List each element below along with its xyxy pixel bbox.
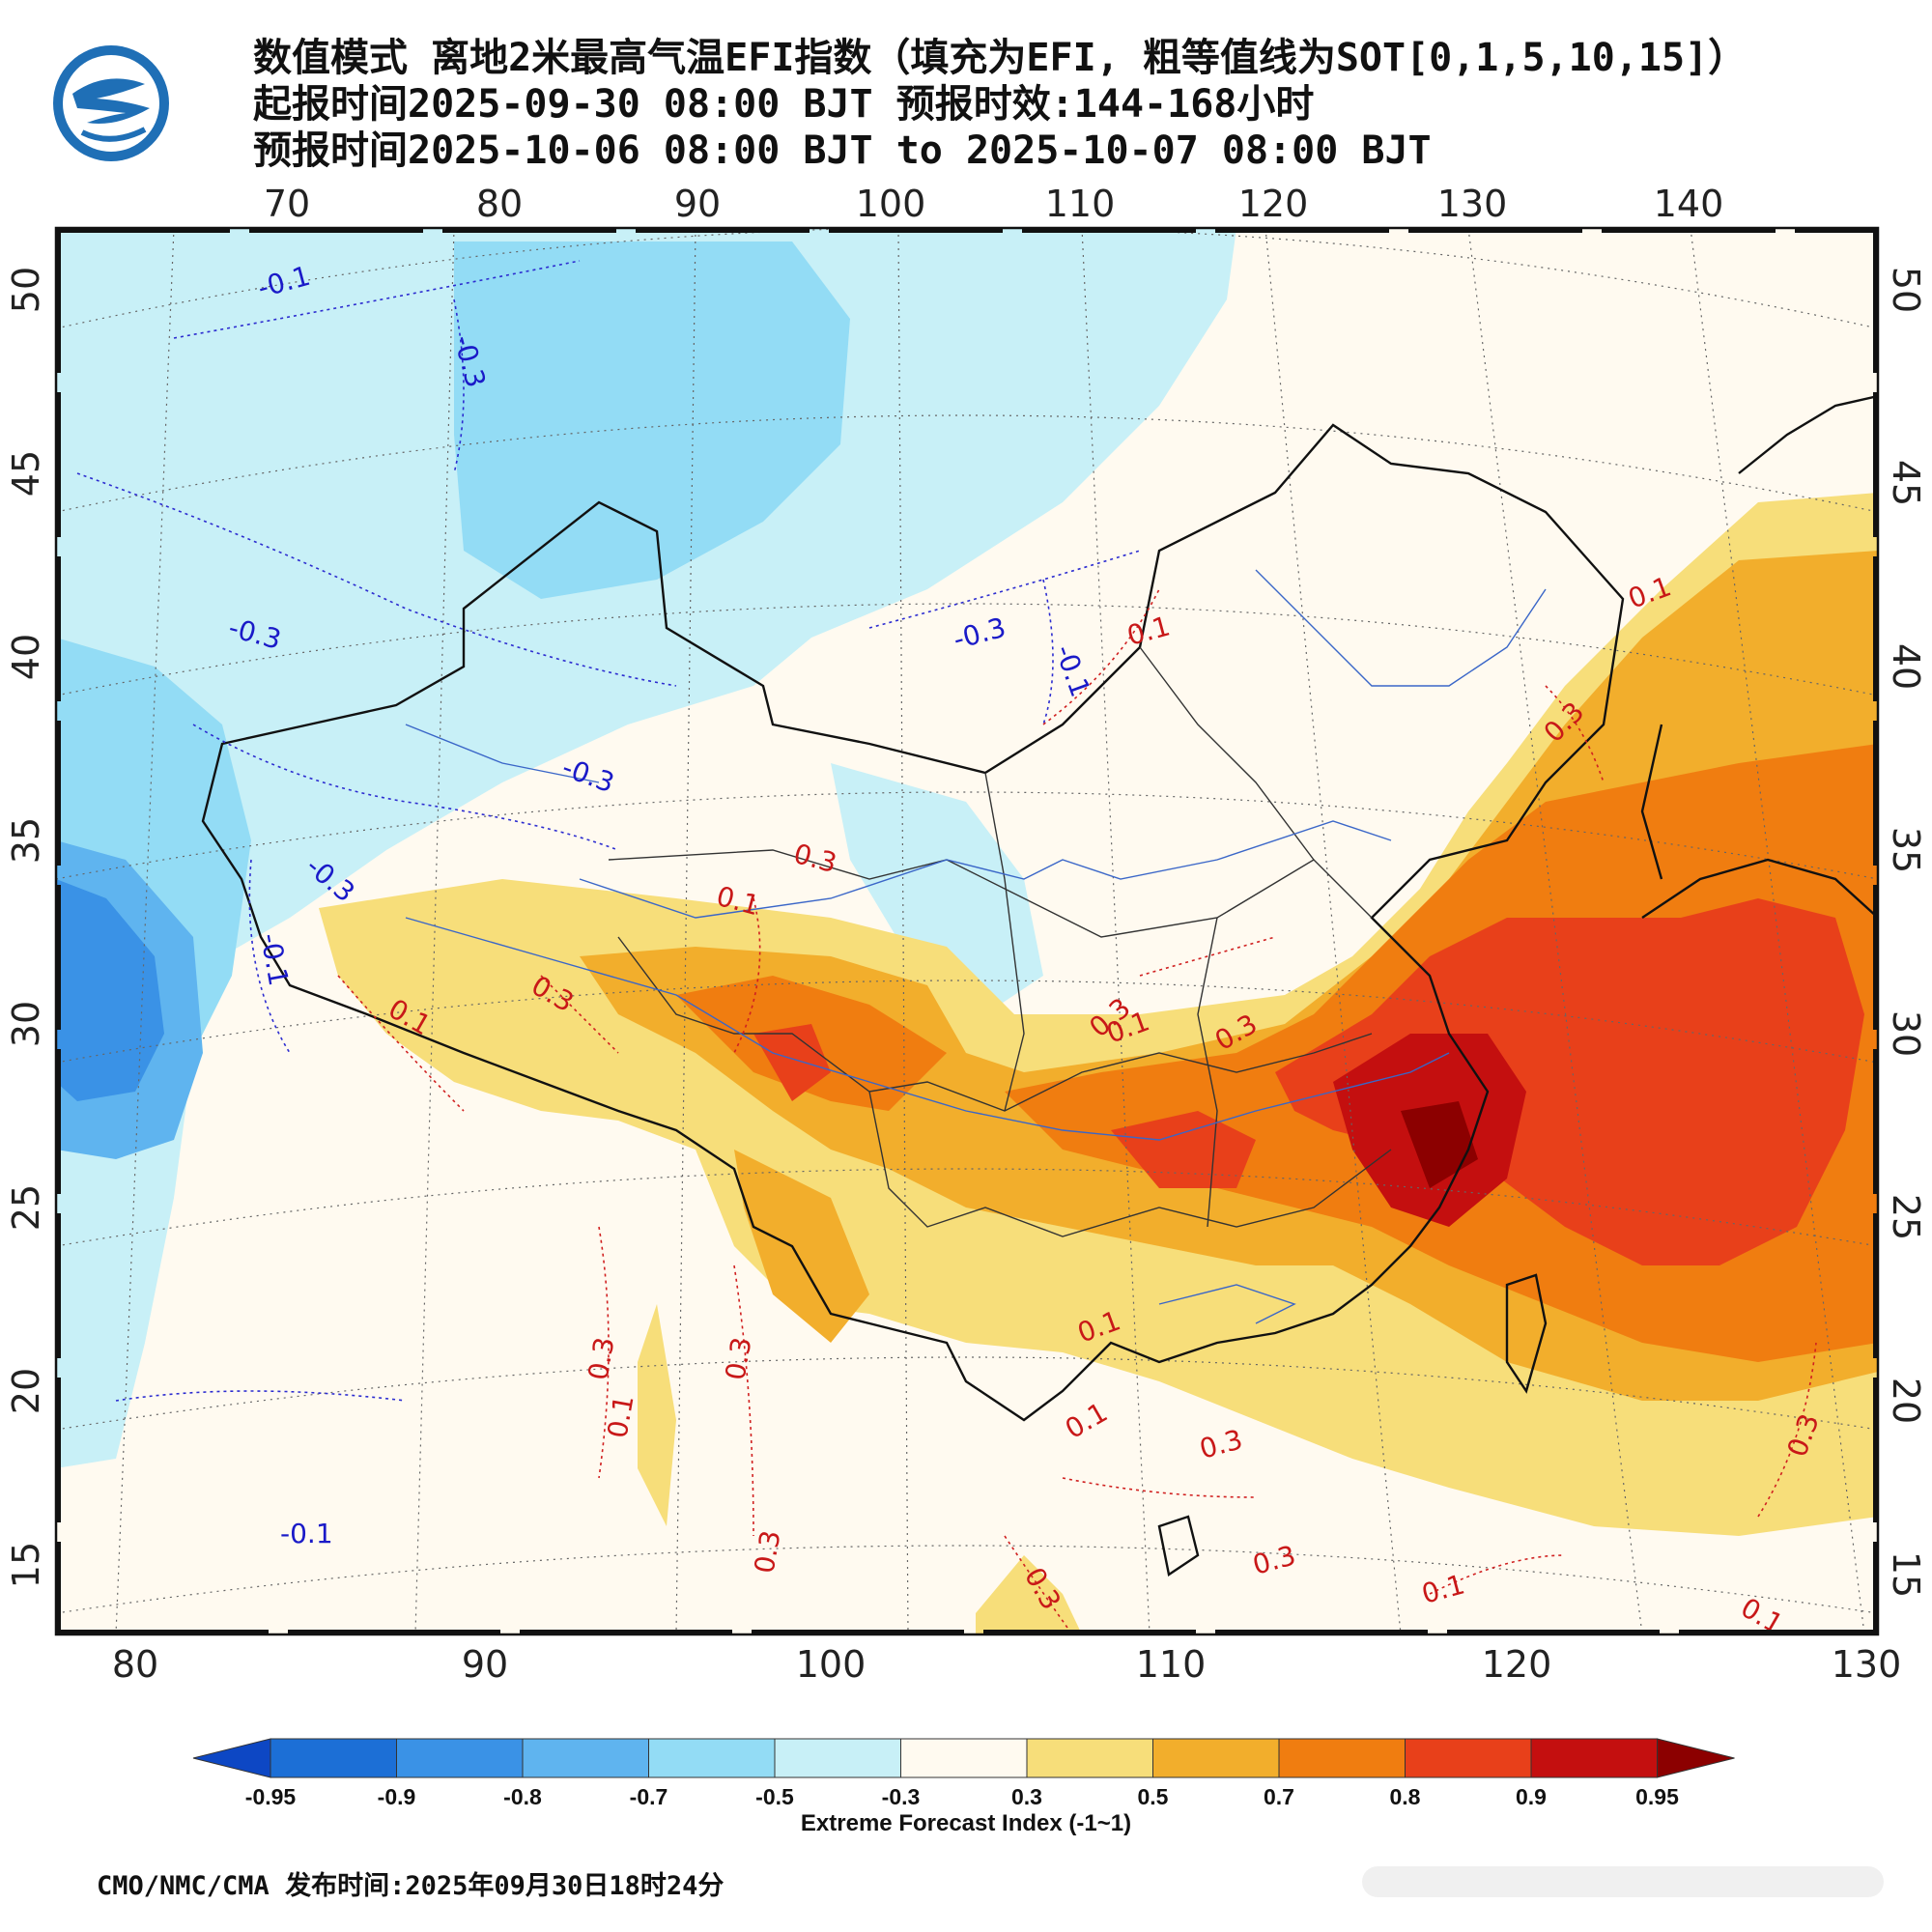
colorbar-tick-label: -0.9	[378, 1784, 416, 1809]
colorbar-segment	[1026, 1738, 1153, 1778]
top-lon-label: 110	[1045, 184, 1116, 225]
colorbar-segment	[1530, 1738, 1658, 1778]
contour-label: 0.3	[582, 1335, 620, 1383]
colorbar-segment	[648, 1738, 776, 1778]
lat-label-right: 20	[1885, 1378, 1927, 1424]
top-lon-label: 130	[1437, 184, 1508, 225]
lat-label-left: 40	[5, 634, 47, 680]
colorbar-tick-label: 0.7	[1264, 1784, 1294, 1809]
colorbar-arrow-left	[192, 1738, 271, 1778]
lat-label-left: 50	[5, 267, 47, 313]
colorbar-tick-label: -0.7	[630, 1784, 668, 1809]
lat-label-left: 25	[5, 1184, 47, 1231]
lat-label-left: 15	[5, 1542, 47, 1588]
lat-label-right: 25	[1885, 1194, 1927, 1240]
colorbar-tick-label: -0.3	[882, 1784, 921, 1809]
contour-label: -0.1	[280, 1518, 333, 1549]
colorbar-segment	[900, 1738, 1028, 1778]
lat-label-right: 40	[1885, 643, 1927, 690]
bottom-lon-label: 100	[796, 1643, 867, 1686]
colorbar-tick-label: -0.5	[755, 1784, 794, 1809]
colorbar-segment	[1152, 1738, 1280, 1778]
lat-label-right: 50	[1885, 267, 1927, 313]
colorbar-tick-label: 0.9	[1516, 1784, 1547, 1809]
contour-label: 0.3	[719, 1335, 757, 1383]
cma-logo	[53, 45, 169, 161]
top-lon-label: 70	[264, 184, 310, 225]
bottom-lon-label: 120	[1482, 1643, 1552, 1686]
bottom-lon-label: 90	[462, 1643, 508, 1686]
colorbar-segment	[774, 1738, 901, 1778]
bottom-lon-label: 80	[112, 1643, 158, 1686]
colorbar-tick-label: -0.95	[245, 1784, 297, 1809]
top-lon-label: 80	[476, 184, 523, 225]
chart-title: 数值模式 离地2米最高气温EFI指数（填充为EFI, 粗等值线为SOT[0,1,…	[253, 36, 1747, 80]
colorbar-tick-label: 0.3	[1011, 1784, 1042, 1809]
colorbar-arrow-right	[1657, 1738, 1735, 1778]
contour-label: 0.1	[601, 1393, 639, 1441]
lat-label-right: 45	[1885, 460, 1927, 506]
header: 数值模式 离地2米最高气温EFI指数（填充为EFI, 粗等值线为SOT[0,1,…	[253, 35, 1915, 174]
lat-label-right: 30	[1885, 1010, 1927, 1057]
colorbar-segment	[396, 1738, 524, 1778]
colorbar-tick-label: 0.95	[1635, 1784, 1679, 1809]
footer-credit: CMO/NMC/CMA 发布时间:2025年09月30日18时24分	[97, 1871, 724, 1901]
colorbar-segment	[522, 1738, 649, 1778]
contour-label: 0.3	[748, 1528, 786, 1577]
init-time: 起报时间2025-09-30 08:00 BJT 预报时效:144-168小时	[253, 82, 1315, 127]
lat-label-right: 35	[1885, 827, 1927, 873]
colorbar-title: Extreme Forecast Index (-1~1)	[800, 1810, 1132, 1836]
efi-map: 70 80 90 100 110 120 130 140	[0, 184, 1932, 1690]
colorbar-segment	[270, 1738, 397, 1778]
bottom-lon-label: 110	[1136, 1643, 1207, 1686]
top-lon-label: 140	[1654, 184, 1724, 225]
colorbar-segment	[1278, 1738, 1406, 1778]
top-lon-label: 90	[674, 184, 721, 225]
lat-label-left: 45	[5, 450, 47, 497]
lat-label-left: 35	[5, 817, 47, 864]
colorbar-tick-label: 0.8	[1390, 1784, 1421, 1809]
watermark	[1362, 1866, 1884, 1897]
valid-time: 预报时间2025-10-06 08:00 BJT to 2025-10-07 0…	[253, 128, 1432, 173]
colorbar-segment	[1405, 1738, 1532, 1778]
colorbar-tick-label: 0.5	[1138, 1784, 1169, 1809]
colorbar-tick-label: -0.8	[503, 1784, 542, 1809]
lat-label-right: 15	[1885, 1551, 1927, 1598]
lat-label-left: 30	[5, 1001, 47, 1047]
lat-label-left: 20	[5, 1368, 47, 1414]
top-lon-label: 100	[856, 184, 926, 225]
top-lon-label: 120	[1238, 184, 1309, 225]
colorbar: -0.95 -0.9 -0.8 -0.7 -0.5 -0.3 0.3 0.5 0.7 0.8 0.9…	[192, 1738, 1735, 1809]
bottom-lon-label: 130	[1832, 1643, 1902, 1686]
